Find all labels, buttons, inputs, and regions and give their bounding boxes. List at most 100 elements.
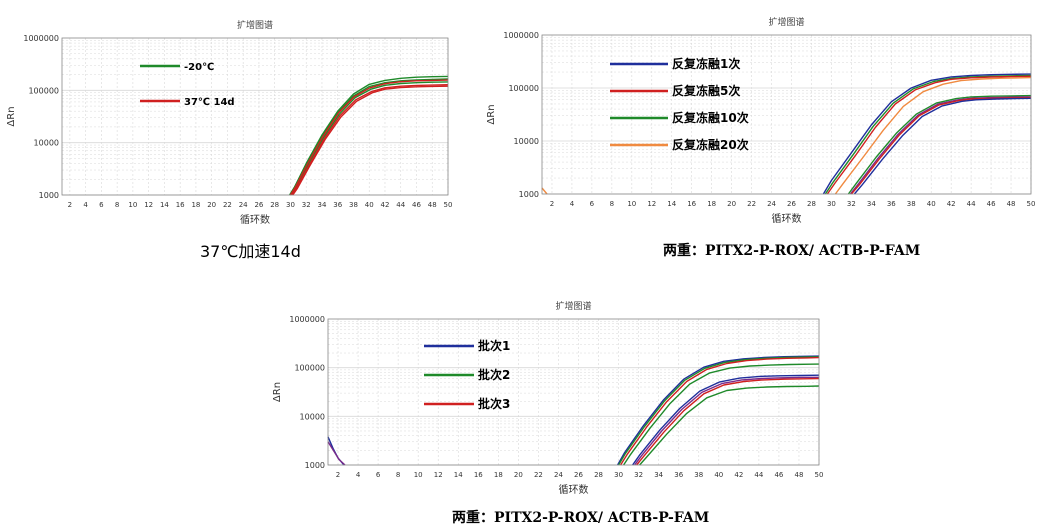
x-tick-label: 4 <box>356 471 361 479</box>
x-tick-label: 38 <box>349 201 358 209</box>
series-line <box>632 374 820 466</box>
series-line <box>290 81 449 196</box>
series-line <box>327 441 346 466</box>
x-tick-label: 12 <box>434 471 443 479</box>
amplification-chart-2: 2 4 6 8 10 12 14 16 18 20 22 24 26 28 30 32 34 36 38 40 42 44… <box>486 16 1036 225</box>
x-tick-label: 4 <box>570 200 575 208</box>
y-axis-label: ΔRn <box>272 382 283 402</box>
x-tick-label: 48 <box>794 471 803 479</box>
x-tick-label: 16 <box>687 200 696 208</box>
x-tick-label: 12 <box>144 201 153 209</box>
x-tick-label: 22 <box>534 471 543 479</box>
x-tick-label: 2 <box>550 200 554 208</box>
x-tick-label: 24 <box>554 471 563 479</box>
x-tick-label: 18 <box>494 471 503 479</box>
x-tick-label: 24 <box>767 200 776 208</box>
legend-label: -20℃ <box>184 62 214 73</box>
x-tick-label: 22 <box>747 200 756 208</box>
series-line <box>623 363 820 466</box>
series-line <box>292 85 449 196</box>
x-tick-label: 16 <box>474 471 483 479</box>
x-tick-label: 30 <box>827 200 836 208</box>
amplification-chart-1: 2 4 6 8 10 12 14 16 18 20 22 24 26 28 30 32 34 36 38 40 42 44… <box>6 19 452 226</box>
x-tick-label: 6 <box>376 471 381 479</box>
x-axis-label: 循环数 <box>559 483 589 496</box>
x-tick-label: 34 <box>654 471 663 479</box>
y-tick-label: 1000 <box>39 191 59 200</box>
y-tick-label: 10000 <box>300 412 325 421</box>
series-line <box>826 75 1032 195</box>
legend-label: 反复冻融10次 <box>672 110 749 125</box>
series-line <box>616 355 820 466</box>
x-tick-label: 36 <box>333 201 342 209</box>
x-tick-label: 2 <box>336 471 340 479</box>
x-tick-label: 32 <box>847 200 856 208</box>
series-line <box>636 377 820 466</box>
legend-label: 批次2 <box>478 367 510 382</box>
series-line <box>289 79 449 196</box>
x-tick-label: 42 <box>947 200 956 208</box>
x-axis-label: 循环数 <box>772 212 802 225</box>
x-tick-label: 28 <box>807 200 816 208</box>
plot-frame <box>327 318 820 466</box>
x-tick-label: 14 <box>454 471 463 479</box>
series-line <box>617 356 820 466</box>
x-tick-label: 20 <box>727 200 736 208</box>
legend-label: 批次1 <box>478 338 510 353</box>
amplification-chart-3: 2 4 6 8 10 12 14 16 18 20 22 24 26 28 30 32 34 36 38 40 42 44… <box>272 300 824 496</box>
x-tick-label: 46 <box>412 201 421 209</box>
x-tick-label: 18 <box>707 200 716 208</box>
chart-1-caption: 37℃加速14d <box>200 242 301 261</box>
x-tick-label: 20 <box>207 201 216 209</box>
x-tick-label: 28 <box>594 471 603 479</box>
plot-area <box>328 319 819 465</box>
x-tick-label: 12 <box>647 200 656 208</box>
x-tick-label: 26 <box>574 471 583 479</box>
plot-frame <box>541 34 1032 195</box>
y-tick-label: 100000 <box>508 84 539 93</box>
legend-label: 反复冻融20次 <box>672 137 749 152</box>
x-tick-label: 6 <box>99 201 104 209</box>
x-tick-label: 20 <box>514 471 523 479</box>
series-line <box>639 385 820 466</box>
x-tick-label: 40 <box>714 471 723 479</box>
series-line <box>634 376 820 466</box>
x-tick-label: 46 <box>774 471 783 479</box>
x-tick-label: 10 <box>128 201 137 209</box>
y-tick-label: 1000000 <box>23 34 59 43</box>
x-tick-label: 44 <box>396 201 405 209</box>
x-tick-label: 2 <box>68 201 72 209</box>
series-line <box>850 96 1032 195</box>
x-tick-label: 44 <box>967 200 976 208</box>
chart-title: 扩增图谱 <box>237 19 273 31</box>
y-tick-label: 1000000 <box>503 31 539 40</box>
y-tick-label: 100000 <box>294 364 325 373</box>
x-tick-label: 42 <box>734 471 743 479</box>
plot-area <box>542 35 1031 194</box>
y-tick-label: 10000 <box>514 137 539 146</box>
x-tick-label: 36 <box>887 200 896 208</box>
x-tick-label: 32 <box>302 201 311 209</box>
x-tick-label: 30 <box>286 201 295 209</box>
x-tick-label: 38 <box>694 471 703 479</box>
legend-label: 反复冻融1次 <box>672 56 740 71</box>
x-tick-label: 50 <box>815 471 824 479</box>
legend-label: 反复冻融5次 <box>672 83 740 98</box>
x-tick-label: 4 <box>83 201 88 209</box>
x-tick-label: 6 <box>590 200 595 208</box>
chart-2-caption: 两重：PITX2-P-ROX/ ACTB-P-FAM <box>663 243 921 259</box>
chart-title: 扩增图谱 <box>768 16 804 28</box>
series-line <box>289 78 449 196</box>
x-tick-label: 38 <box>907 200 916 208</box>
x-tick-label: 50 <box>1027 200 1036 208</box>
x-tick-label: 26 <box>787 200 796 208</box>
series-line <box>822 73 1032 195</box>
series-line <box>291 84 449 196</box>
x-tick-label: 8 <box>396 471 400 479</box>
x-axis-label: 循环数 <box>240 213 270 226</box>
x-tick-label: 36 <box>674 471 683 479</box>
chart-3-caption: 两重：PITX2-P-ROX/ ACTB-P-FAM <box>452 510 710 526</box>
x-tick-label: 28 <box>270 201 279 209</box>
x-tick-label: 34 <box>867 200 876 208</box>
legend-label: 37℃ 14d <box>184 97 235 108</box>
